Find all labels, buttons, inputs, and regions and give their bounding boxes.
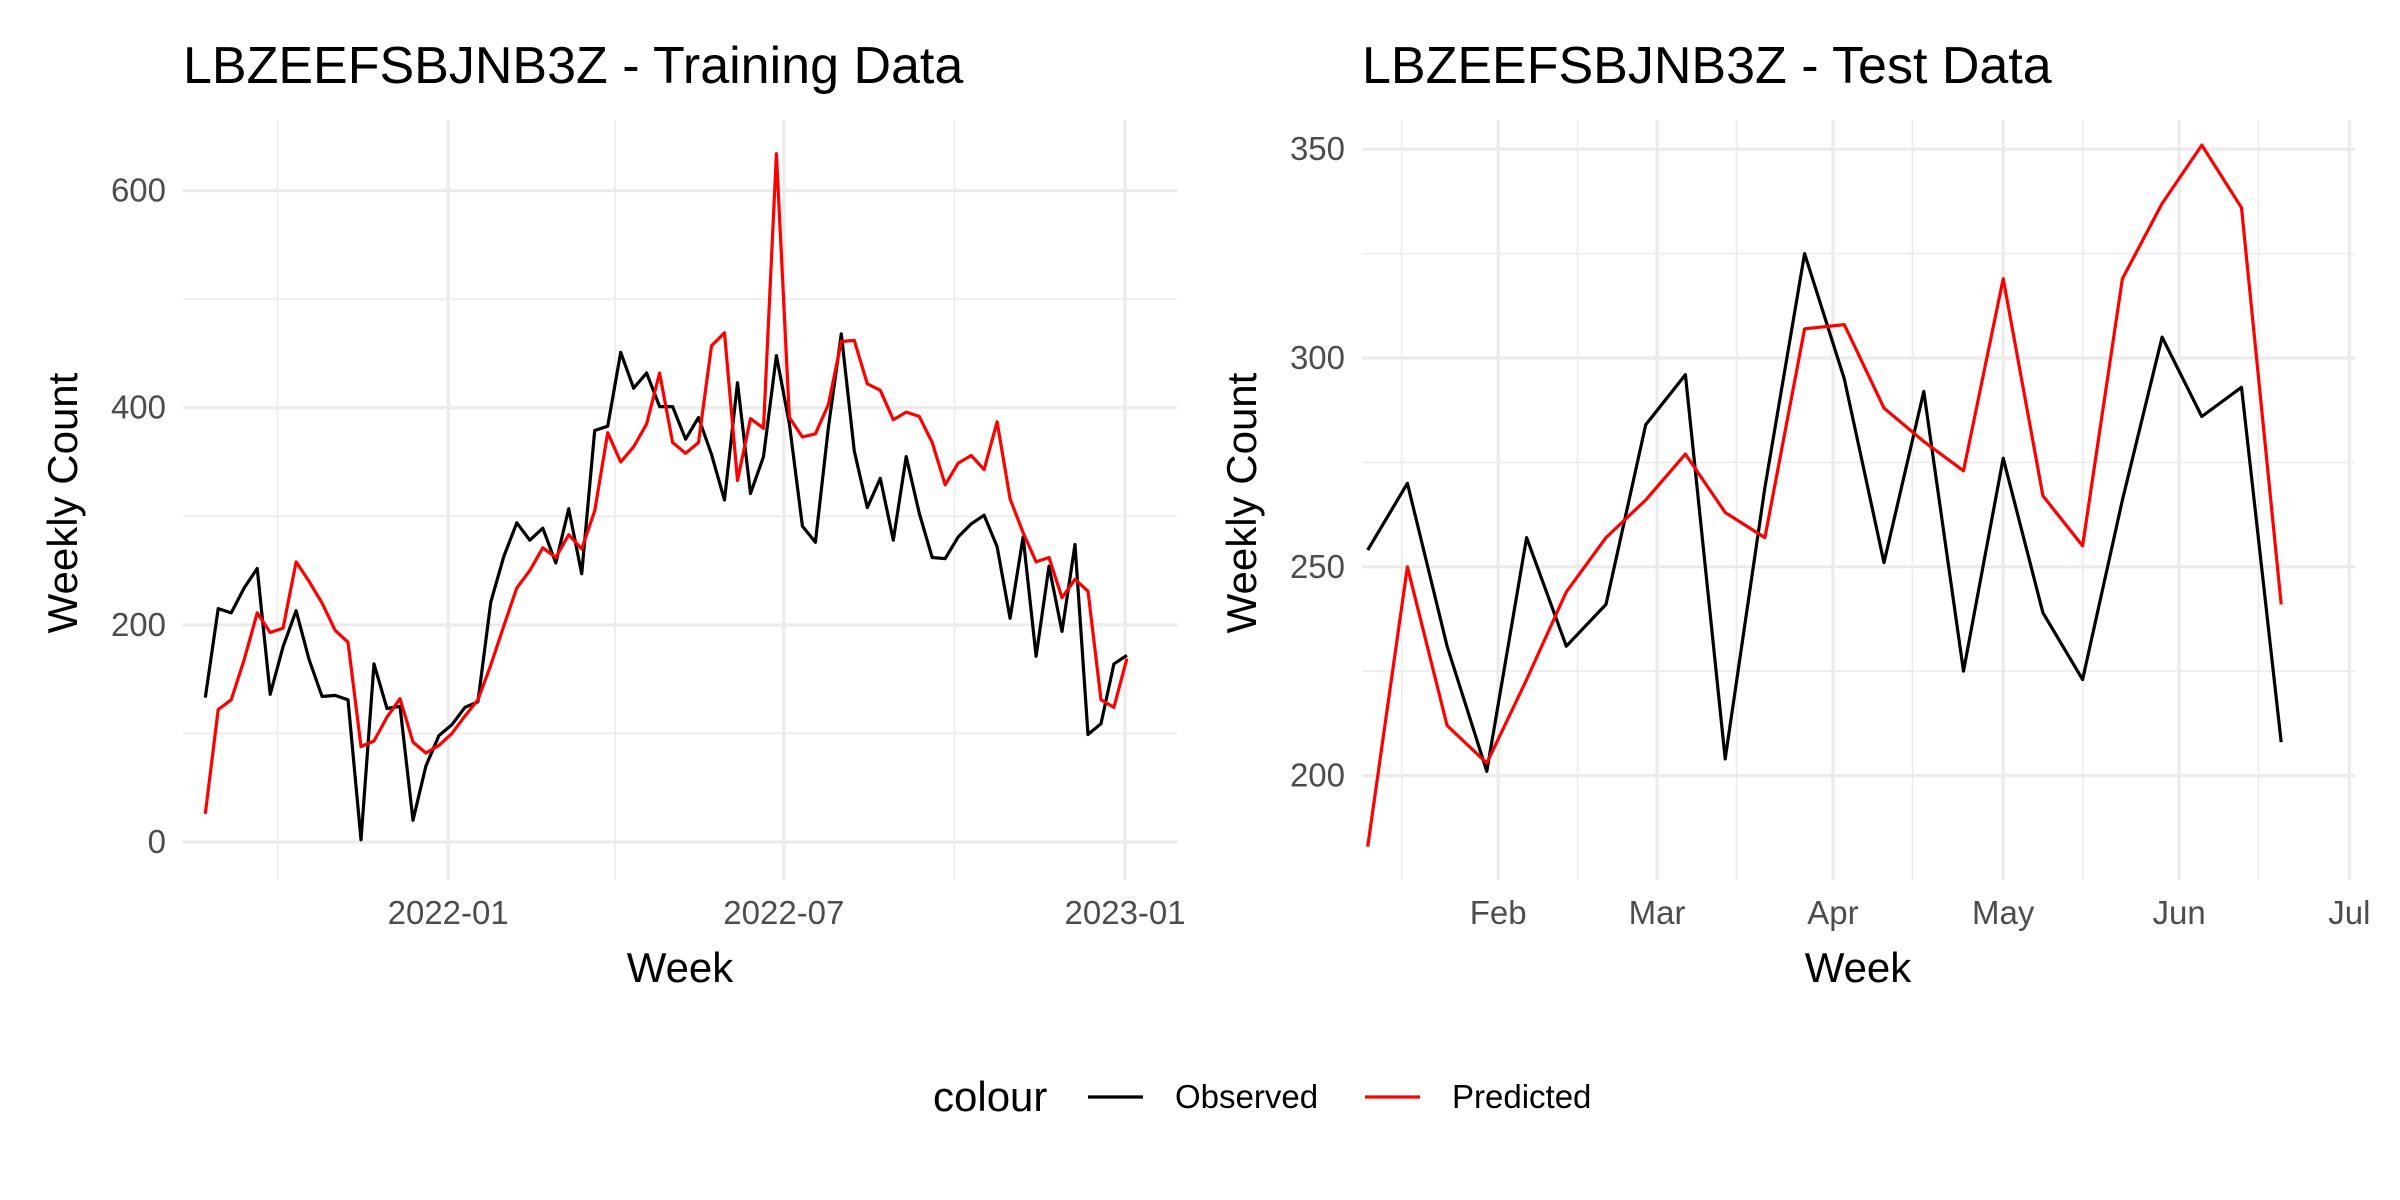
y-tick-labels: 0 200 400 600 [111,172,166,860]
training-panel: LBZEEFSBJNB3Z - Training Data 0 200 400 600… [39,37,1186,991]
grid-layer [183,120,1177,880]
x-tick-label: Apr [1807,894,1858,931]
y-axis-label: Weekly Count [1218,372,1265,633]
x-tick-label: Mar [1629,894,1686,931]
x-tick-label: Jul [2328,894,2370,931]
x-tick-label: Jun [2152,894,2205,931]
x-tick-label: 2022-07 [723,894,844,931]
panel-title: LBZEEFSBJNB3Z - Test Data [1362,37,2052,95]
series-layer [1366,143,2283,847]
y-tick-label: 600 [111,172,166,209]
y-tick-label: 400 [111,389,166,426]
y-tick-label: 250 [1290,548,1345,585]
y-tick-label: 0 [148,823,166,860]
legend: colour Observed Predicted [933,1073,1591,1120]
x-axis-label: Week [627,944,735,991]
legend-title: colour [933,1073,1047,1120]
series-line-observed [1366,252,2283,774]
x-tick-label: 2023-01 [1065,894,1186,931]
y-tick-label: 200 [111,606,166,643]
y-tick-labels: 200 250 300 350 [1290,130,1345,793]
panel-title: LBZEEFSBJNB3Z - Training Data [183,37,963,95]
y-tick-label: 300 [1290,339,1345,376]
series-layer [203,152,1129,842]
x-tick-label: May [1972,894,2035,931]
y-axis-label: Weekly Count [39,372,86,633]
legend-label-observed: Observed [1175,1078,1318,1115]
series-line-predicted [203,152,1129,814]
legend-label-predicted: Predicted [1452,1078,1591,1115]
series-line-predicted [1366,143,2283,847]
x-tick-labels: Feb Mar Apr May Jun Jul [1470,894,2371,931]
grid-layer [1362,120,2355,880]
x-tick-label: 2022-01 [388,894,509,931]
x-axis-label: Week [1805,944,1913,991]
y-tick-label: 200 [1290,757,1345,794]
x-tick-labels: 2022-01 2022-07 2023-01 [388,894,1186,931]
x-tick-label: Feb [1470,894,1527,931]
test-panel: LBZEEFSBJNB3Z - Test Data 200 250 300 350 F… [1218,37,2370,991]
y-tick-label: 350 [1290,130,1345,167]
